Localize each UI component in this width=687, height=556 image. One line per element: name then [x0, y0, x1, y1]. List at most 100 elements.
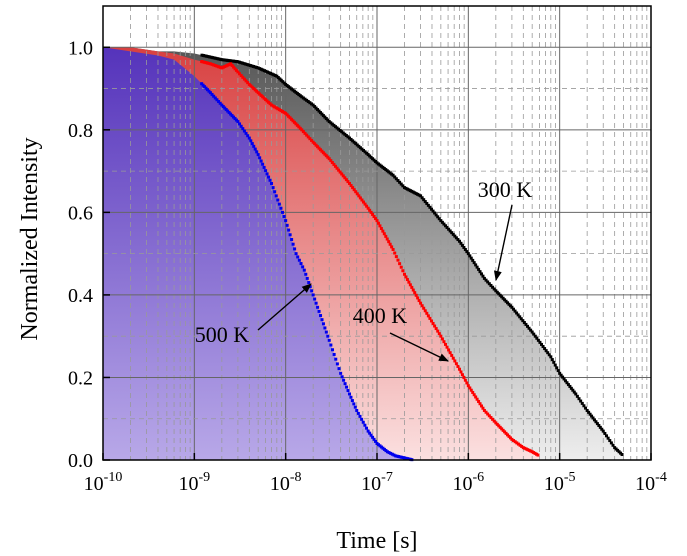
- data-point: [471, 390, 475, 394]
- data-point: [337, 127, 341, 131]
- data-point: [518, 315, 522, 319]
- data-point: [200, 82, 204, 86]
- data-point: [456, 364, 460, 368]
- data-point: [465, 381, 469, 385]
- data-point: [310, 138, 314, 142]
- data-point: [343, 132, 347, 136]
- data-point: [503, 430, 507, 434]
- data-point: [474, 395, 478, 399]
- data-point: [404, 275, 408, 279]
- data-point: [365, 426, 369, 430]
- data-point: [521, 319, 525, 323]
- data-point: [339, 371, 343, 375]
- data-point: [303, 131, 307, 135]
- data-point: [442, 222, 446, 226]
- data-point: [595, 422, 599, 426]
- data-point: [334, 357, 338, 361]
- y-tick-label: 0.6: [68, 202, 93, 224]
- data-point: [360, 147, 364, 151]
- data-point: [331, 348, 335, 352]
- data-point: [416, 296, 420, 300]
- data-point: [305, 276, 309, 280]
- data-point: [203, 54, 207, 58]
- data-point: [575, 394, 579, 398]
- data-point: [402, 272, 406, 276]
- data-point: [293, 247, 297, 251]
- data-point: [316, 145, 320, 149]
- data-point: [366, 429, 370, 433]
- data-point: [238, 122, 242, 126]
- data-point: [337, 168, 341, 172]
- data-point: [363, 150, 367, 154]
- data-point: [491, 285, 495, 289]
- data-point: [472, 261, 476, 265]
- data-point: [288, 116, 292, 120]
- data-point: [439, 219, 443, 223]
- data-point: [204, 86, 208, 90]
- data-point: [372, 437, 376, 441]
- data-point: [423, 309, 427, 313]
- data-point: [366, 206, 370, 210]
- data-point: [394, 177, 398, 181]
- data-point: [304, 272, 308, 276]
- data-point: [302, 268, 306, 272]
- data-point: [466, 252, 470, 256]
- data-point: [264, 169, 268, 173]
- data-point: [358, 146, 362, 150]
- data-point: [217, 65, 221, 69]
- data-point: [212, 63, 216, 67]
- data-point: [326, 334, 330, 338]
- data-point: [487, 282, 491, 286]
- series-300k: [200, 53, 624, 456]
- data-point: [513, 309, 517, 313]
- data-point: [345, 385, 349, 389]
- data-point: [585, 408, 589, 412]
- y-axis-title: Normalized Intensity: [17, 137, 43, 340]
- data-point: [232, 65, 236, 69]
- data-point: [497, 424, 501, 428]
- data-point: [436, 329, 440, 333]
- data-point: [475, 265, 479, 269]
- data-point: [277, 202, 281, 206]
- data-point: [506, 433, 510, 437]
- data-point: [506, 301, 510, 305]
- data-point: [457, 367, 461, 371]
- data-point: [242, 62, 246, 66]
- data-point: [305, 98, 309, 102]
- data-point: [365, 204, 369, 208]
- data-point: [210, 92, 214, 96]
- data-point: [248, 64, 252, 68]
- data-point: [365, 151, 369, 155]
- data-point: [522, 321, 526, 325]
- data-point: [482, 408, 486, 412]
- x-axis-title: Time [s]: [336, 528, 417, 554]
- data-point: [454, 362, 458, 366]
- data-point: [556, 369, 560, 373]
- data-point: [369, 433, 373, 437]
- series-fills: [103, 47, 624, 461]
- data-point: [507, 434, 511, 438]
- data-point: [447, 227, 451, 231]
- data-point: [552, 360, 556, 364]
- data-point: [349, 395, 353, 399]
- data-point: [527, 326, 531, 330]
- data-point: [569, 386, 573, 390]
- data-point: [399, 265, 403, 269]
- data-point: [354, 142, 358, 146]
- data-point: [469, 256, 473, 260]
- data-point: [314, 143, 318, 147]
- data-point: [326, 118, 330, 122]
- data-point: [242, 129, 246, 133]
- y-tick-label: 0.2: [68, 367, 93, 389]
- data-point: [392, 453, 396, 457]
- data-point: [503, 298, 507, 302]
- data-point: [492, 287, 496, 291]
- data-point: [519, 317, 523, 321]
- data-point: [459, 241, 463, 245]
- data-point: [338, 128, 342, 132]
- data-point: [459, 370, 463, 374]
- data-point: [212, 56, 216, 60]
- data-point: [472, 393, 476, 397]
- data-point: [324, 154, 328, 158]
- data-point: [484, 410, 488, 414]
